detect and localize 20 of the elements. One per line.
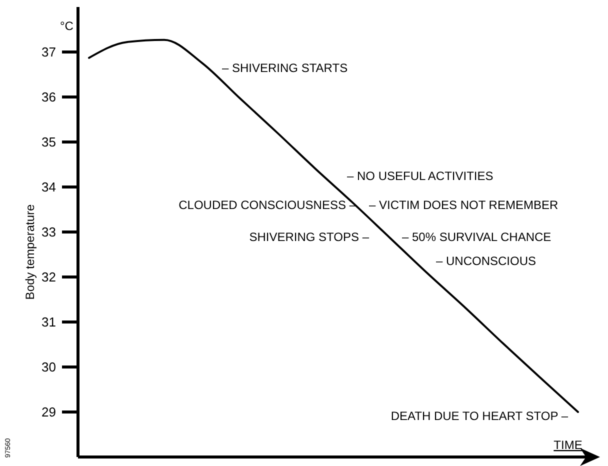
annotation: – NO USEFUL ACTIVITIES — [347, 169, 494, 183]
y-tick-label: 33 — [42, 224, 56, 240]
y-tick-label: 32 — [42, 270, 56, 285]
y-axis-title: Body temperature — [23, 204, 37, 300]
y-tick-label: 36 — [42, 90, 56, 105]
y-tick-label: 29 — [42, 404, 56, 420]
annotation: DEATH DUE TO HEART STOP – — [390, 409, 568, 423]
annotation: – SHIVERING STARTS — [222, 61, 348, 75]
y-tick-label: 34 — [42, 180, 56, 195]
text: °C — [60, 19, 74, 33]
annotation: SHIVERING STOPS – — [249, 230, 370, 244]
y-tick-label: 30 — [42, 360, 56, 375]
x-axis-title: TIME — [554, 438, 582, 452]
annotation: – VICTIM DOES NOT REMEMBER — [369, 198, 558, 212]
line-series — [88, 38, 579, 413]
annotation: – UNCONSCIOUS — [436, 254, 536, 268]
y-tick-label: 37 — [42, 44, 56, 60]
y-tick-label: 31 — [42, 314, 56, 330]
y-tick-label: 35 — [42, 134, 56, 150]
annotation: – 50% SURVIVAL CHANCE — [402, 230, 552, 244]
